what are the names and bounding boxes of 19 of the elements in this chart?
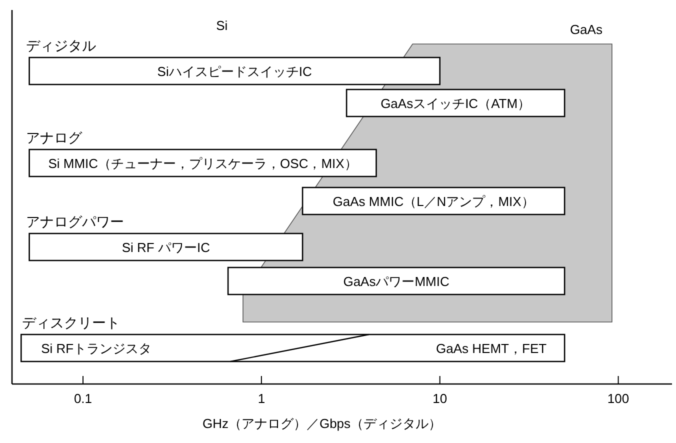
y-tick-label: SiハイスピードスイッチIC (157, 64, 312, 79)
x-tick-label: 1 (258, 391, 266, 406)
x-tick-label: 0.1 (74, 391, 92, 406)
annotation: ディジタル (26, 38, 96, 54)
annotation: GaAs HEMT，FET (436, 341, 547, 356)
y-tick-label: GaAsスイッチIC（ATM） (380, 96, 531, 111)
y-tick-label: Si MMIC（チューナー，プリスケーラ，OSC，MIX） (48, 156, 358, 171)
x-axis-title: GHz（アナログ）／Gbps（ディジタル） (202, 416, 442, 431)
y-tick-label: Si RFトランジスタ (41, 341, 152, 356)
annotation: GaAs (570, 22, 603, 37)
x-tick-label: 10 (432, 391, 448, 406)
x-tick-label: 100 (607, 391, 630, 406)
annotation: Si (216, 18, 228, 33)
y-tick-label: Si RF パワーIC (122, 240, 210, 255)
y-tick-label: GaAsパワーMMIC (343, 274, 450, 289)
annotation: アナログ (26, 130, 83, 146)
annotation: アナログパワー (26, 214, 124, 230)
y-tick-label: GaAs MMIC（L／Nアンプ，MIX） (332, 194, 534, 209)
annotation: ディスクリート (22, 314, 120, 330)
